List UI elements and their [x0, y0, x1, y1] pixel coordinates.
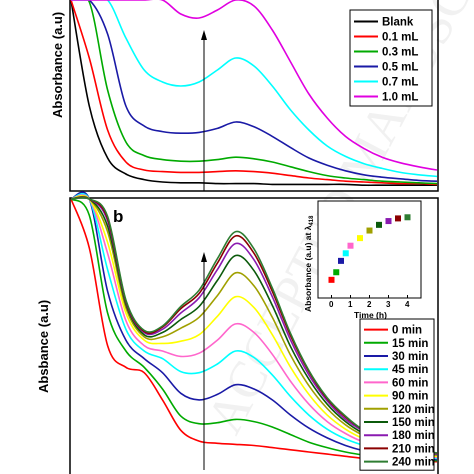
panel-a-frame	[69, 0, 439, 192]
series-line-0-1-ml	[70, 0, 438, 186]
series-line-0-3-ml	[70, 0, 438, 185]
panel-a-ylabel: Absorbance (a.u)	[50, 12, 65, 118]
inset-points	[328, 214, 411, 283]
panel-b-arrowhead	[201, 252, 207, 262]
panel-a-arrowhead	[201, 30, 207, 40]
legend-entry: 180 min	[392, 430, 435, 442]
inset-xtick-label: 1	[348, 300, 353, 309]
inset-point	[347, 242, 354, 249]
series-line-1-0-ml	[71, 0, 438, 171]
inset-ylabel: Absorbance (a.u) at λ418	[303, 215, 315, 312]
inset-point	[404, 214, 411, 221]
inset-point	[366, 227, 373, 234]
legend-entry: 0.1 mL	[382, 32, 418, 44]
inset-xtick-label: 0	[329, 300, 334, 309]
legend-entry: 90 min	[392, 391, 428, 403]
inset-point	[357, 235, 363, 242]
inset-point	[328, 276, 335, 283]
panel-b-frame	[69, 197, 439, 474]
legend-entry: 0.3 mL	[382, 47, 418, 59]
panel-b-label: b	[113, 207, 123, 226]
panel-b-inset: 0 1 2 3 4 Time (h) Absorbance (a.u) at λ418	[303, 200, 422, 320]
legend-entry: 30 min	[392, 351, 428, 363]
inset-ylabel-subscript: 418	[309, 215, 315, 226]
legend-entry: 1.0 mL	[382, 92, 418, 104]
legend-entry: 0.7 mL	[382, 77, 418, 89]
legend-entry: Blank	[382, 17, 414, 29]
legend-entry: 150 min	[392, 417, 435, 429]
series-line-blank	[70, 0, 437, 187]
panel-a-legend: Blank 0.1 mL 0.3 mL 0.5 mL 0.7 mL 1.0 mL	[349, 9, 433, 107]
inset-point	[385, 218, 392, 225]
inset-point	[395, 215, 401, 222]
legend-entry: 45 min	[392, 364, 428, 376]
inset-point	[333, 269, 340, 276]
inset-xlabel: Time (h)	[354, 310, 387, 320]
inset-xtick-label: 3	[386, 300, 391, 309]
series-line-0-7-ml	[71, 0, 438, 178]
legend-entry: 240 min	[392, 457, 435, 469]
legend-entry: 15 min	[392, 338, 428, 350]
legend-entry: 210 min	[392, 443, 435, 455]
series-line-0-5-ml	[71, 0, 438, 182]
panel-a-curves	[70, 0, 438, 187]
inset-point	[376, 221, 382, 228]
legend-frame	[349, 9, 433, 107]
panel-a: Absorbance (a.u) Blank 0.1 mL 0.3 mL 0.5 mL…	[50, 0, 439, 192]
inset-xtick-label: 2	[367, 300, 372, 309]
legend-entry: 60 min	[392, 377, 428, 389]
panel-b-ylabel: Absbance (a.u)	[36, 300, 51, 393]
inset-point	[342, 250, 349, 257]
legend-entry: 120 min	[392, 404, 435, 416]
inset-xticks: 0 1 2 3 4	[329, 295, 410, 309]
legend-entry: 0.5 mL	[382, 62, 418, 74]
legend-entry: 0 min	[392, 325, 422, 337]
inset-xtick-label: 4	[405, 300, 410, 309]
inset-ylabel-main: Absorbance (a.u) at λ	[303, 225, 313, 312]
inset-point	[338, 257, 344, 264]
